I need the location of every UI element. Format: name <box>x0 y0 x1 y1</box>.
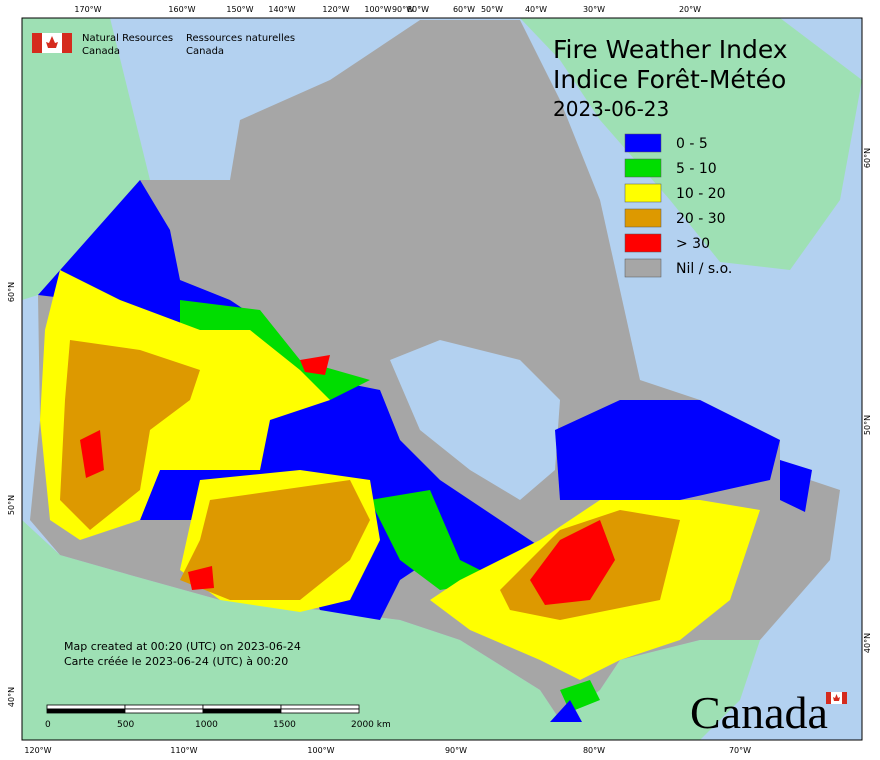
scale-segment <box>124 708 204 714</box>
scale-label: 1500 <box>273 720 296 730</box>
flag-band <box>62 33 72 53</box>
map-date: 2023-06-23 <box>553 97 669 121</box>
agency-fr: Ressources naturelles <box>186 33 295 44</box>
scale-label: 0 <box>45 720 51 730</box>
zone-5-10 <box>370 490 500 590</box>
graticule-labels: 170°W 160°W 150°W 140°W 120°W 100°W 90°W80°W 60… <box>7 5 872 755</box>
lat-label: 40°N <box>7 687 16 707</box>
maple-leaf <box>46 36 58 48</box>
legend-swatch <box>624 183 662 203</box>
legend-swatch <box>624 158 662 178</box>
alaska <box>22 18 150 300</box>
lon-label: 70°W <box>729 746 751 755</box>
fwi-zones <box>30 20 840 722</box>
lon-label: 90°W <box>445 746 467 755</box>
agency-en: Natural Resources <box>82 33 173 44</box>
agency-fr: Canada <box>186 46 224 57</box>
lon-label: 80°W <box>407 5 429 14</box>
zone-0-5 <box>555 400 780 500</box>
greenland <box>520 18 862 270</box>
title-fr: Indice Forêt-Météo <box>553 65 786 94</box>
logo: Natural Resources Canada Ressources natu… <box>32 33 295 57</box>
scale-segment <box>280 708 360 714</box>
scale-segment <box>46 708 126 714</box>
lon-label: 150°W <box>226 5 253 14</box>
lon-label: 120°W <box>322 5 349 14</box>
zone-0-5 <box>780 460 812 512</box>
scale-label: 1000 <box>195 720 218 730</box>
flag-band <box>826 692 831 704</box>
lon-label: 90°W <box>392 5 414 14</box>
scale-segment <box>202 704 282 710</box>
zone-over-30 <box>300 355 330 375</box>
scale-segment <box>124 704 204 710</box>
scale-bar: 0 500 1000 1500 2000 km <box>45 704 391 730</box>
wordmark: Canada <box>690 687 828 738</box>
legend-label: Nil / s.o. <box>676 261 732 277</box>
lon-label: 120°W <box>24 746 51 755</box>
lon-label: 20°W <box>679 5 701 14</box>
wordmark-flag <box>826 692 847 704</box>
united-states <box>22 520 760 740</box>
lon-label: 140°W <box>268 5 295 14</box>
lat-label: 50°N <box>7 495 16 515</box>
agency-en: Canada <box>82 46 120 57</box>
lon-label: 60°W <box>453 5 475 14</box>
lon-label: 100°W <box>364 5 391 14</box>
legend-swatch <box>624 208 662 228</box>
flag-band <box>842 692 847 704</box>
note: Carte créée le 2023-06-24 (UTC) à 00:20 <box>64 655 288 668</box>
legend-label: 5 - 10 <box>676 161 717 177</box>
legend-label: 20 - 30 <box>676 211 726 227</box>
lon-label: 50°W <box>481 5 503 14</box>
maple-leaf <box>833 694 840 701</box>
legend-label: 10 - 20 <box>676 186 726 202</box>
scale-label: 2000 km <box>351 720 391 730</box>
scale-segment <box>202 708 282 714</box>
zone-over-30 <box>80 430 104 478</box>
lon-label: 40°W <box>525 5 547 14</box>
legend-label: 0 - 5 <box>676 136 708 152</box>
lon-label: 80°W <box>583 746 605 755</box>
scale-label: 500 <box>117 720 134 730</box>
legend: 0 - 5 5 - 10 10 - 20 20 - 30 > 30 Nil / s.o. <box>624 133 732 278</box>
zone-over-30 <box>530 520 615 605</box>
zone-20-30 <box>60 340 200 530</box>
legend-swatch <box>624 233 662 253</box>
scale-segment <box>46 704 126 710</box>
lon-label: 100°W <box>307 746 334 755</box>
map-frame <box>21 17 863 741</box>
note: Map created at 00:20 (UTC) on 2023-06-24 <box>64 640 301 653</box>
zone-over-30 <box>188 566 214 590</box>
title-en: Fire Weather Index <box>553 35 788 64</box>
zone-0-5 <box>550 700 582 722</box>
hudson-bay <box>390 340 560 500</box>
legend-swatch <box>624 258 662 278</box>
flag-band <box>32 33 42 53</box>
lat-label: 60°N <box>7 282 16 302</box>
legend-swatch <box>624 133 662 153</box>
zone-20-30 <box>180 480 370 600</box>
legend-label: > 30 <box>676 236 710 252</box>
lon-label: 160°W <box>168 5 195 14</box>
lon-label: 110°W <box>170 746 197 755</box>
lon-label: 170°W <box>74 5 101 14</box>
lat-label: 60°N <box>863 148 872 168</box>
lat-label: 50°N <box>863 415 872 435</box>
lon-label: 30°W <box>583 5 605 14</box>
lat-label: 40°N <box>863 633 872 653</box>
scale-segment <box>280 704 360 710</box>
